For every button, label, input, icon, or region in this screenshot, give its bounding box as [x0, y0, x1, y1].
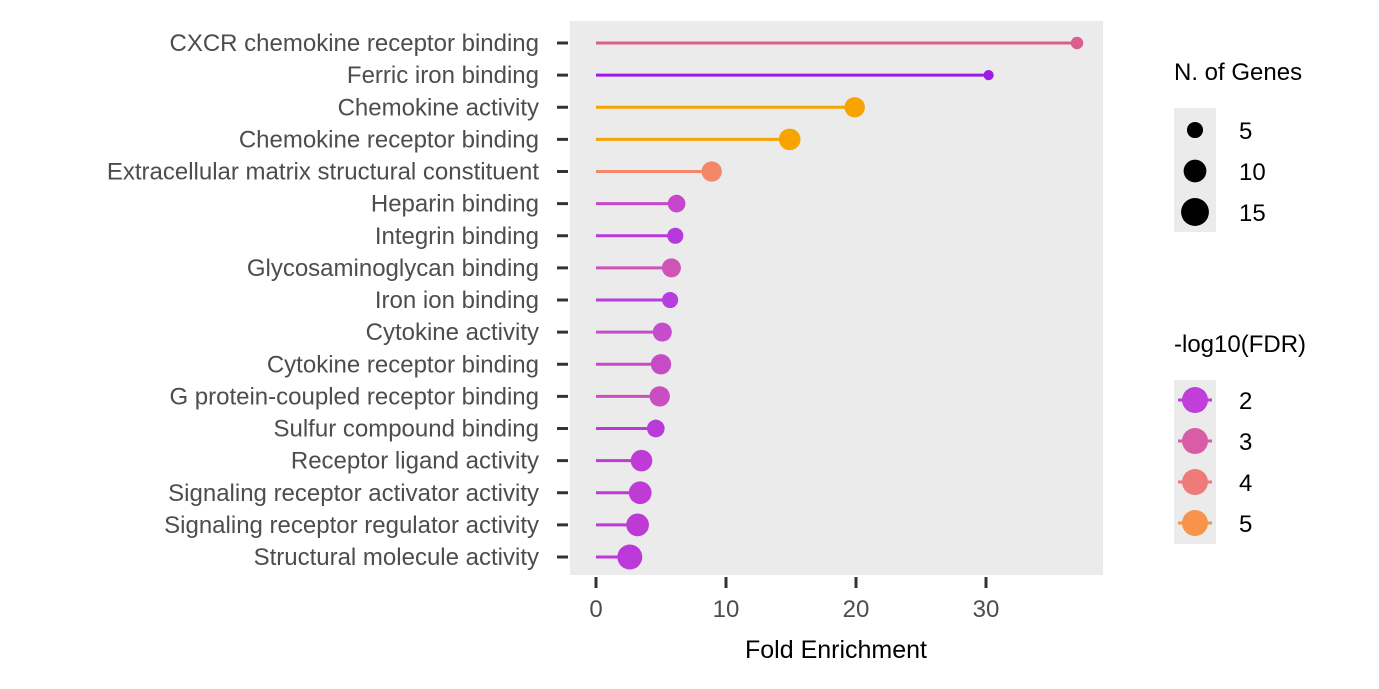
color-legend-label: 5: [1239, 511, 1252, 538]
y-tick-label: Chemokine activity: [338, 94, 539, 121]
color-legend-label: 2: [1239, 388, 1252, 415]
color-legend-point: [1182, 510, 1208, 536]
lollipop-point: [983, 70, 994, 81]
lollipop-point: [701, 161, 722, 182]
color-legend-keys: 2 3 4 5: [1178, 387, 1252, 538]
size-legend: N. of Genes 5 10 15: [1174, 59, 1302, 232]
lollipop-point: [650, 354, 672, 375]
lollipop-point: [630, 449, 653, 472]
x-tick-label: 10: [713, 596, 740, 623]
y-tick-label: Receptor ligand activity: [291, 448, 539, 475]
chart-marks: [596, 36, 1084, 570]
lollipop-point: [844, 97, 865, 118]
color-legend-label: 3: [1239, 429, 1252, 456]
y-tick-label: Signaling receptor regulator activity: [164, 512, 539, 539]
y-axis-labels: CXCR chemokine receptor binding Ferric ir…: [107, 30, 568, 571]
y-tick-label: Extracellular matrix structural constitu…: [107, 159, 539, 186]
y-tick-label: Heparin binding: [371, 191, 539, 218]
y-tick-label: Sulfur compound binding: [273, 416, 539, 443]
lollipop-point: [661, 258, 681, 278]
y-tick-label: Cytokine activity: [366, 319, 539, 346]
lollipop-point: [1070, 36, 1084, 50]
y-tick-label: Signaling receptor activator activity: [168, 480, 539, 507]
y-tick-label: Chemokine receptor binding: [239, 126, 539, 153]
lollipop-point: [628, 481, 652, 505]
y-tick-label: Glycosaminoglycan binding: [247, 255, 539, 282]
lollipop-point: [667, 194, 686, 213]
size-legend-point: [1183, 159, 1207, 183]
x-tick-label: 20: [843, 596, 870, 623]
size-legend-label: 15: [1239, 200, 1266, 227]
size-legend-label: 10: [1239, 159, 1266, 186]
y-tick-label: Integrin binding: [375, 223, 539, 250]
size-legend-point: [1181, 198, 1209, 226]
y-tick-label: Cytokine receptor binding: [267, 351, 539, 378]
size-legend-keys: 5 10 15: [1181, 118, 1266, 227]
size-legend-title: N. of Genes: [1174, 59, 1302, 86]
y-tick-label: Ferric iron binding: [347, 62, 539, 89]
lollipop-point: [646, 419, 665, 438]
lollipop-point: [626, 513, 649, 537]
plot-panel: [570, 21, 1103, 575]
y-tick-label: Structural molecule activity: [254, 544, 539, 571]
color-legend-point: [1182, 469, 1208, 495]
color-legend-label: 4: [1239, 470, 1252, 497]
color-legend-point: [1182, 428, 1208, 454]
lollipop-point: [649, 386, 670, 407]
y-tick-label: G protein-coupled receptor binding: [169, 383, 539, 410]
x-tick-label: 0: [589, 596, 602, 623]
size-legend-point: [1186, 121, 1204, 139]
x-tick-label: 30: [973, 596, 1000, 623]
color-legend: -log10(FDR) 2 3 4 5: [1174, 331, 1306, 544]
lollipop-point: [667, 227, 684, 244]
color-legend-point: [1182, 387, 1208, 413]
lollipop-point: [652, 322, 672, 342]
x-axis: 0 10 20 30: [589, 577, 999, 623]
y-tick-label: Iron ion binding: [375, 287, 539, 314]
lollipop-point: [617, 544, 643, 570]
size-legend-label: 5: [1239, 118, 1252, 145]
lollipop-point: [662, 291, 679, 309]
color-legend-title: -log10(FDR): [1174, 331, 1306, 358]
lollipop-point: [778, 128, 801, 151]
x-axis-title: Fold Enrichment: [745, 636, 927, 664]
y-tick-label: CXCR chemokine receptor binding: [169, 30, 539, 57]
